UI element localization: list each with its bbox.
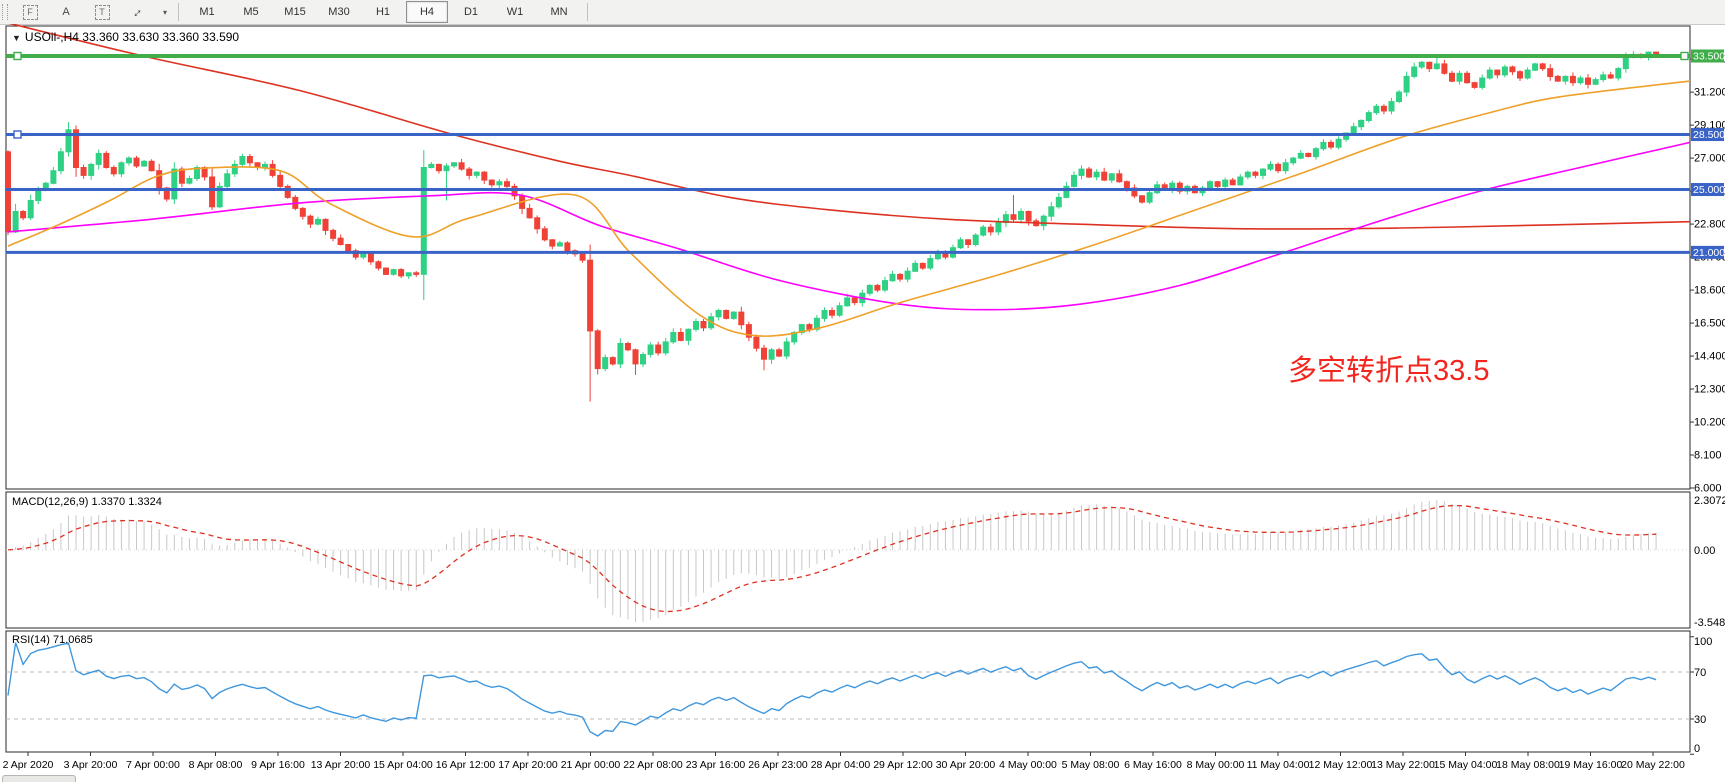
macd-panel[interactable] xyxy=(5,491,1691,629)
timeframe-m1-button[interactable]: M1 xyxy=(199,6,215,18)
svg-text:4 May 00:00: 4 May 00:00 xyxy=(999,759,1057,771)
svg-text:7 Apr 00:00: 7 Apr 00:00 xyxy=(126,759,180,771)
svg-text:70: 70 xyxy=(1694,667,1706,679)
svg-text:2 Apr 2020: 2 Apr 2020 xyxy=(3,759,54,771)
svg-text:100: 100 xyxy=(1694,636,1712,648)
svg-text:3 Apr 20:00: 3 Apr 20:00 xyxy=(64,759,118,771)
toolbar-separator xyxy=(178,3,179,21)
rsi-panel[interactable] xyxy=(5,630,1691,753)
timeframe-buttons: M1 M5 M15 M30 H1 H4 D1 W1 MN xyxy=(185,1,581,23)
toolbar: F A T ↕ ▾ M1 M5 M15 M30 H1 H4 D1 W1 MN xyxy=(0,0,1725,25)
svg-text:15 May 04:00: 15 May 04:00 xyxy=(1434,759,1498,771)
svg-text:31.200: 31.200 xyxy=(1694,87,1725,99)
svg-text:8.100: 8.100 xyxy=(1694,450,1722,462)
svg-text:6 May 16:00: 6 May 16:00 xyxy=(1124,759,1182,771)
svg-text:0: 0 xyxy=(1694,743,1700,755)
svg-text:28.500: 28.500 xyxy=(1693,129,1725,141)
timeframe-d1-button[interactable]: D1 xyxy=(463,6,479,18)
price-axis[interactable]: 33.30031.20029.10027.00024.90022.80020.7… xyxy=(1690,49,1725,756)
svg-text:15 Apr 04:00: 15 Apr 04:00 xyxy=(373,759,433,771)
timeframe-w1-button[interactable]: W1 xyxy=(506,6,524,18)
chart-canvas[interactable]: 33.30031.20029.10027.00024.90022.80020.7… xyxy=(0,24,1725,782)
svg-text:25.000: 25.000 xyxy=(1693,184,1725,196)
arrows-tool-icon[interactable]: ↕ xyxy=(130,4,146,20)
candles xyxy=(5,51,1660,402)
svg-text:16 Apr 12:00: 16 Apr 12:00 xyxy=(436,759,496,771)
chart-tab[interactable] xyxy=(2,775,76,782)
svg-text:5 May 08:00: 5 May 08:00 xyxy=(1062,759,1120,771)
arrows-dropdown-caret-icon[interactable]: ▾ xyxy=(162,7,167,17)
svg-text:8 Apr 08:00: 8 Apr 08:00 xyxy=(189,759,243,771)
svg-text:21 Apr 00:00: 21 Apr 00:00 xyxy=(561,759,621,771)
ma-slow-red xyxy=(8,24,1691,230)
time-axis[interactable]: 2 Apr 2020 3 Apr 20:00 7 Apr 00:00 8 Apr 08… xyxy=(3,752,1685,771)
svg-text:6.000: 6.000 xyxy=(1694,483,1722,495)
fibo-tool-icon[interactable]: F xyxy=(13,1,47,23)
svg-text:2.3072: 2.3072 xyxy=(1694,495,1725,507)
svg-text:14.400: 14.400 xyxy=(1694,351,1725,363)
svg-text:22.800: 22.800 xyxy=(1694,219,1725,231)
timeframe-mn-button[interactable]: MN xyxy=(550,6,568,18)
label-tool-icon[interactable]: A xyxy=(62,6,70,18)
svg-text:18.600: 18.600 xyxy=(1694,285,1725,297)
timeframe-h4-button[interactable]: H4 xyxy=(406,1,448,23)
toolbar-separator-2 xyxy=(587,3,588,21)
ma-fast-orange xyxy=(7,80,1691,337)
svg-text:16.500: 16.500 xyxy=(1694,318,1725,330)
svg-text:12 May 12:00: 12 May 12:00 xyxy=(1309,759,1373,771)
svg-text:0.00: 0.00 xyxy=(1694,545,1715,557)
svg-text:23 Apr 16:00: 23 Apr 16:00 xyxy=(686,759,746,771)
svg-text:33.500: 33.500 xyxy=(1693,51,1725,63)
svg-text:28 Apr 04:00: 28 Apr 04:00 xyxy=(811,759,871,771)
svg-text:9 Apr 16:00: 9 Apr 16:00 xyxy=(251,759,305,771)
svg-text:30 Apr 20:00: 30 Apr 20:00 xyxy=(936,759,996,771)
text-tool-icon[interactable]: T xyxy=(85,1,119,23)
svg-text:19 May 16:00: 19 May 16:00 xyxy=(1559,759,1623,771)
rsi-plot xyxy=(6,642,1690,737)
svg-text:18 May 08:00: 18 May 08:00 xyxy=(1496,759,1560,771)
svg-text:13 Apr 20:00: 13 Apr 20:00 xyxy=(311,759,371,771)
timeframe-h1-button[interactable]: H1 xyxy=(375,6,391,18)
timeframe-m15-button[interactable]: M15 xyxy=(284,6,306,18)
svg-text:20 May 22:00: 20 May 22:00 xyxy=(1621,759,1685,771)
ma-mid-magenta xyxy=(7,141,1691,311)
svg-text:29 Apr 12:00: 29 Apr 12:00 xyxy=(873,759,933,771)
svg-text:13 May 22:00: 13 May 22:00 xyxy=(1371,759,1435,771)
svg-text:21.000: 21.000 xyxy=(1693,247,1725,259)
timeframe-m5-button[interactable]: M5 xyxy=(243,6,259,18)
macd-plot xyxy=(6,500,1690,622)
timeframe-m30-button[interactable]: M30 xyxy=(328,6,350,18)
svg-text:10.200: 10.200 xyxy=(1694,417,1725,429)
svg-text:27.000: 27.000 xyxy=(1694,153,1725,165)
toolbar-grip[interactable] xyxy=(2,4,8,20)
svg-text:8 May 00:00: 8 May 00:00 xyxy=(1187,759,1245,771)
svg-text:11 May 04:00: 11 May 04:00 xyxy=(1247,759,1310,771)
main-panel[interactable] xyxy=(5,25,1691,490)
svg-text:26 Apr 23:00: 26 Apr 23:00 xyxy=(748,759,808,771)
drawing-tools: F A T ↕ xyxy=(12,1,156,23)
svg-text:22 Apr 08:00: 22 Apr 08:00 xyxy=(623,759,683,771)
svg-text:-3.5484: -3.5484 xyxy=(1694,617,1725,629)
svg-text:30: 30 xyxy=(1694,714,1706,726)
svg-text:12.300: 12.300 xyxy=(1694,384,1725,396)
svg-text:17 Apr 20:00: 17 Apr 20:00 xyxy=(498,759,558,771)
